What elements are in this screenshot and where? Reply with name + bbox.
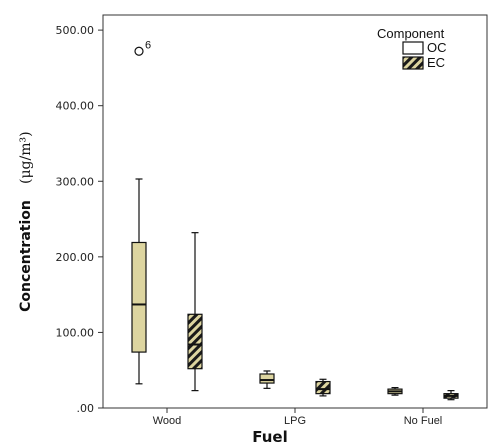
legend-label-oc: OC [427, 40, 447, 55]
y-tick-label: 200.00 [56, 251, 95, 264]
legend-label-ec: EC [427, 55, 445, 70]
x-tick-label: No Fuel [404, 415, 443, 427]
y-tick-label: 500.00 [56, 24, 95, 37]
y-tick-label: 400.00 [56, 100, 95, 113]
box-ec-no-fuel [443, 390, 459, 401]
box-iqr [315, 380, 331, 395]
box-series: 6 [131, 39, 459, 401]
y-axis: .00 100.00 200.00 300.00 400.00 500.00 [56, 24, 103, 415]
plot-frame [102, 14, 488, 409]
box-oc-wood [131, 178, 147, 385]
box-oc-lpg [259, 370, 275, 389]
x-axis: Wood LPG No Fuel [153, 408, 443, 427]
legend-title: Component [377, 26, 445, 41]
y-tick-label: 300.00 [56, 175, 95, 188]
y-tick-label: .00 [77, 402, 95, 415]
legend-swatch-ec [402, 56, 424, 70]
outlier-point [134, 46, 144, 56]
box-oc-no-fuel [387, 386, 403, 396]
outlier-label: 6 [145, 39, 151, 51]
x-tick-label: LPG [284, 415, 306, 427]
y-axis-label: Concentration [18, 200, 34, 312]
box-iqr [259, 373, 275, 384]
box-iqr [131, 241, 147, 353]
y-axis-unit: (μg/m³) [18, 131, 34, 184]
box-iqr [187, 313, 203, 370]
box-ec-lpg [315, 378, 331, 397]
box-ec-wood [187, 232, 203, 392]
y-axis-title: Concentration (μg/m³) [18, 131, 34, 311]
legend: Component OC EC [377, 26, 447, 70]
x-axis-title: Fuel [252, 428, 288, 445]
y-tick-label: 100.00 [56, 326, 95, 339]
x-tick-label: Wood [153, 415, 182, 427]
legend-swatch-oc [402, 41, 424, 55]
